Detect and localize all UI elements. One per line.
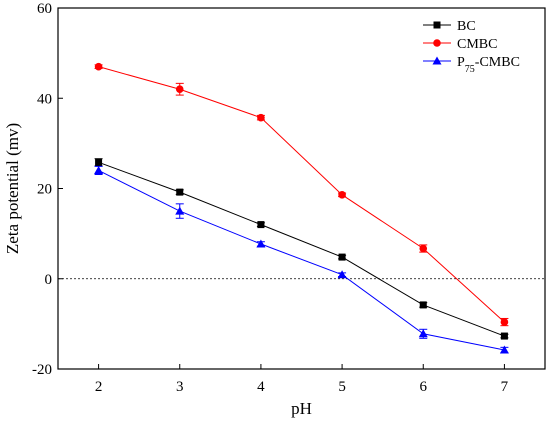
x-axis-title: pH: [291, 399, 312, 418]
legend-entry: BC: [423, 19, 476, 34]
legend-entry: CMBC: [423, 37, 497, 52]
data-point: [95, 158, 103, 166]
x-tick-label: 6: [420, 379, 428, 395]
legend-marker: [433, 21, 441, 29]
x-tick-label: 5: [338, 379, 346, 395]
x-tick-label: 4: [257, 379, 265, 395]
y-tick-label: -20: [32, 362, 52, 378]
data-point: [94, 62, 103, 71]
legend-marker: [433, 39, 441, 47]
x-tick-label: 3: [176, 379, 184, 395]
chart-marks: [94, 62, 509, 354]
data-point: [257, 221, 265, 229]
legend-label: CMBC: [457, 37, 497, 52]
data-point: [176, 188, 184, 196]
series-line: [98, 170, 505, 351]
data-point: [500, 318, 509, 326]
axes: 2 3 4 5 6 7 -20 0 20 40 60: [32, 1, 546, 395]
y-tick-label: 20: [37, 182, 52, 198]
data-point: [499, 345, 509, 354]
series-cmbc: [94, 62, 509, 327]
series-line: [98, 66, 505, 323]
legend-marker: [432, 56, 442, 65]
x-tick-label: 2: [95, 379, 103, 395]
data-point: [175, 85, 184, 94]
data-point: [257, 113, 265, 122]
series-bc: [94, 158, 509, 340]
legend: BC CMBC P75-CMBC: [423, 19, 520, 75]
y-axis-title: Zeta potential (mv): [3, 123, 22, 254]
data-point: [500, 332, 508, 340]
data-point: [337, 270, 347, 279]
data-point: [419, 301, 427, 309]
x-tick-label: 7: [501, 379, 509, 395]
y-tick-label: 60: [37, 1, 52, 17]
data-point: [256, 239, 266, 248]
data-point: [94, 165, 104, 174]
data-point: [175, 206, 185, 215]
y-tick-label: 40: [37, 91, 52, 107]
y-tick-label: 0: [45, 272, 53, 288]
data-point: [419, 244, 428, 253]
legend-entry: P75-CMBC: [423, 55, 520, 75]
legend-label: BC: [457, 19, 476, 34]
plot-frame: [57, 7, 546, 370]
series-p75-cmbc: [94, 165, 509, 354]
data-point: [338, 191, 346, 199]
data-point: [338, 253, 346, 261]
legend-label: P75-CMBC: [457, 55, 520, 75]
series-line: [98, 161, 505, 337]
data-point: [418, 329, 428, 338]
